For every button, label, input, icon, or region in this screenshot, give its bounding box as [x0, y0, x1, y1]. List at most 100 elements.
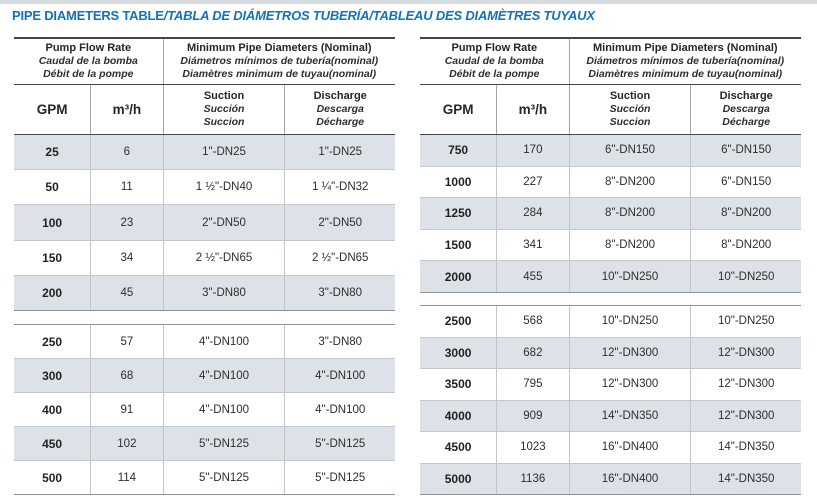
table-row: 25 6 1"-DN25 1"-DN25 [14, 135, 395, 170]
table-row: 100 23 2"-DN50 2"-DN50 [14, 204, 395, 240]
gpm-value: 150 [42, 250, 63, 265]
header-min-pipe-diameters-en: Minimum Pipe Diameters (Nominal) [186, 41, 372, 54]
header-pump-flow-rate-fr: Débit de la pompe [43, 68, 134, 81]
table-row: 4500 1023 16"-DN400 14"-DN350 [420, 431, 801, 463]
right-table-block-2: 2500 568 10"-DN250 10"-DN250 3000 682 12… [420, 305, 801, 495]
header-min-pipe-diameters-es: Diámetros mínimos de tubería(nominal) [586, 55, 785, 68]
m3h-value: 568 [496, 306, 568, 337]
discharge-value: 10"-DN250 [690, 306, 800, 337]
gpm-value: 300 [42, 368, 63, 383]
discharge-value: 12"-DN300 [690, 337, 800, 368]
table-row: 1000 227 8"-DN200 6"-DN150 [420, 165, 801, 198]
table-row: 3500 795 12"-DN300 12"-DN300 [420, 368, 801, 400]
gpm-value: 3000 [444, 345, 472, 360]
table-row: 3000 682 12"-DN300 12"-DN300 [420, 336, 801, 368]
discharge-value: 4"-DN100 [284, 359, 394, 392]
table-row: 1500 341 8"-DN200 8"-DN200 [420, 228, 801, 261]
discharge-value: 12"-DN300 [690, 369, 800, 400]
discharge-value: 1"-DN25 [284, 135, 394, 170]
suction-value: 6"-DN150 [568, 135, 691, 166]
gpm-value: 25 [45, 145, 59, 160]
table-row: 250 57 4"-DN100 3"-DN80 [14, 325, 395, 358]
header-row-columns: GPM m³/h Suction Succión Succion Dischar… [14, 85, 395, 135]
title-translations: /TABLA DE DIÁMETROS TUBERÍA/TABLEAU DES … [163, 8, 595, 23]
table-row: 200 45 3"-DN80 3"-DN80 [14, 274, 395, 311]
suction-value: 2 ½"-DN65 [162, 240, 285, 275]
discharge-value: 2"-DN50 [284, 205, 394, 240]
table-row: 300 68 4"-DN100 4"-DN100 [14, 358, 395, 392]
header-pump-flow-rate-en: Pump Flow Rate [451, 41, 538, 54]
header-pump-flow-rate: Pump Flow Rate Caudal de la bomba Débit … [420, 39, 569, 84]
discharge-value: 14"-DN350 [690, 463, 800, 494]
suction-value: 1 ½"-DN40 [162, 170, 285, 205]
suction-value: 5"-DN125 [162, 427, 285, 460]
header-gpm: GPM [36, 102, 68, 117]
suction-value: 8"-DN200 [568, 166, 691, 198]
suction-value: 12"-DN300 [568, 369, 691, 400]
header-m3h: m³/h [496, 85, 568, 134]
discharge-value: 5"-DN125 [284, 461, 394, 494]
suction-value: 14"-DN350 [568, 400, 691, 431]
header-discharge: Discharge Descarga Décharge [284, 85, 394, 134]
m3h-value: 170 [496, 135, 568, 166]
header-row-groups: Pump Flow Rate Caudal de la bomba Débit … [14, 37, 395, 85]
suction-value: 16"-DN400 [568, 463, 691, 494]
suction-value: 8"-DN200 [568, 229, 691, 261]
m3h-value: 909 [496, 400, 568, 431]
suction-value: 2"-DN50 [162, 205, 285, 240]
m3h-value: 795 [496, 369, 568, 400]
right-table-block-1: 750 170 6"-DN150 6"-DN150 1000 227 8"-DN… [420, 135, 801, 293]
suction-value: 5"-DN125 [162, 461, 285, 494]
discharge-value: 8"-DN200 [690, 198, 800, 229]
header-pump-flow-rate-es: Caudal de la bomba [444, 55, 544, 68]
gpm-value: 250 [42, 334, 63, 349]
header-pump-flow-rate-fr: Débit de la pompe [449, 68, 540, 81]
m3h-value: 57 [90, 325, 162, 358]
pipe-diameters-table-right: Pump Flow Rate Caudal de la bomba Débit … [420, 37, 801, 495]
discharge-value: 6"-DN150 [690, 135, 800, 166]
suction-value: 12"-DN300 [568, 337, 691, 368]
m3h-value: 34 [90, 240, 162, 275]
discharge-value: 14"-DN350 [690, 432, 800, 463]
header-m3h: m³/h [90, 85, 162, 134]
title-english: PIPE DIAMETERS TABLE [12, 8, 164, 23]
gpm-value: 450 [42, 436, 63, 451]
gpm-value: 1000 [444, 174, 472, 189]
table-row: 4000 909 14"-DN350 12"-DN300 [420, 399, 801, 431]
header-suction: Suction Succión Succion [162, 85, 285, 134]
m3h-value: 1023 [496, 432, 568, 463]
table-row: 400 91 4"-DN100 4"-DN100 [14, 392, 395, 426]
header-min-pipe-diameters-fr: Diamètres minimum de tuyau(nominal) [182, 68, 377, 81]
m3h-value: 341 [496, 229, 568, 261]
gpm-value: 100 [42, 215, 63, 230]
left-table-block-2: 250 57 4"-DN100 3"-DN80 300 68 4"-DN100 … [14, 324, 395, 495]
table-row: 150 34 2 ½"-DN65 2 ½"-DN65 [14, 239, 395, 275]
discharge-value: 1 ¼"-DN32 [284, 170, 394, 205]
table-row: 50 11 1 ½"-DN40 1 ¼"-DN32 [14, 169, 395, 205]
m3h-value: 284 [496, 198, 568, 229]
m3h-value: 227 [496, 166, 568, 198]
discharge-value: 5"-DN125 [284, 427, 394, 460]
header-row-groups: Pump Flow Rate Caudal de la bomba Débit … [420, 37, 801, 85]
discharge-value: 4"-DN100 [284, 393, 394, 426]
gpm-value: 3500 [444, 377, 472, 392]
discharge-value: 12"-DN300 [690, 400, 800, 431]
m3h-value: 11 [90, 170, 162, 205]
header-pump-flow-rate: Pump Flow Rate Caudal de la bomba Débit … [14, 39, 163, 84]
m3h-value: 45 [90, 275, 162, 311]
gpm-value: 400 [42, 402, 63, 417]
header-min-pipe-diameters-es: Diámetros mínimos de tubería(nominal) [180, 55, 379, 68]
table-row: 500 114 5"-DN125 5"-DN125 [14, 460, 395, 494]
header-min-pipe-diameters-en: Minimum Pipe Diameters (Nominal) [592, 41, 778, 54]
left-table-block-1: 25 6 1"-DN25 1"-DN25 50 11 1 ½"-DN40 1 ¼… [14, 135, 395, 311]
gpm-value: 1250 [444, 206, 472, 221]
table-row: 5000 1136 16"-DN400 14"-DN350 [420, 462, 801, 494]
table-row: 1250 284 8"-DN200 8"-DN200 [420, 197, 801, 229]
suction-value: 16"-DN400 [568, 432, 691, 463]
header-pump-flow-rate-es: Caudal de la bomba [38, 55, 138, 68]
suction-value: 10"-DN250 [568, 261, 691, 292]
gpm-value: 2500 [444, 314, 472, 329]
m3h-value: 102 [90, 427, 162, 460]
discharge-value: 3"-DN80 [284, 275, 394, 311]
